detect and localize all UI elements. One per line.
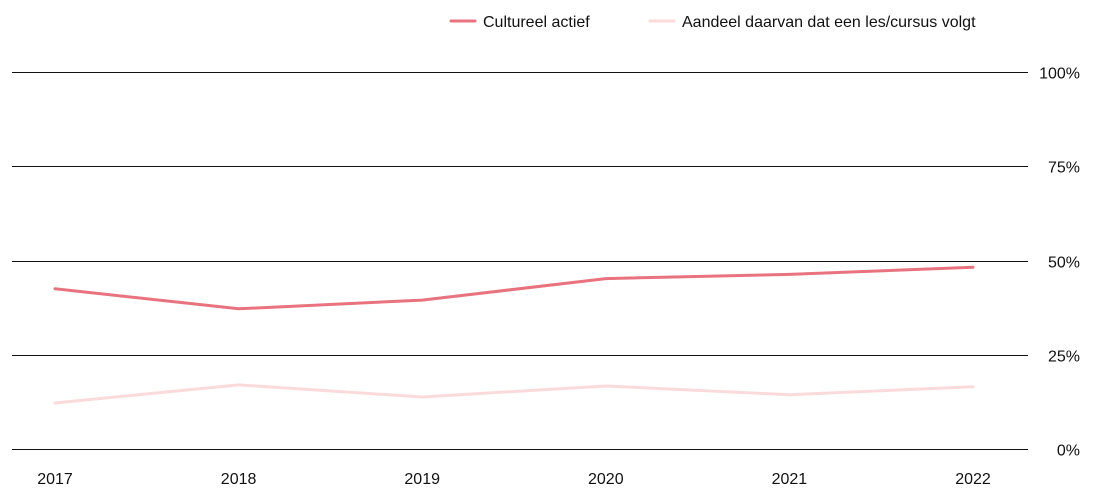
x-tick-label-2020: 2020 [588, 471, 624, 488]
series-line-aandeel-les-cursus [53, 383, 975, 405]
x-tick-label-2022: 2022 [955, 471, 991, 488]
y-tick-label-25: 25% [1048, 349, 1080, 366]
y-axis: 0% 25% 50% 75% 100% [1039, 66, 1080, 460]
y-tick-label-100: 100% [1039, 66, 1080, 83]
series-line-cultureel-actief [53, 265, 975, 311]
y-tick-label-0: 0% [1057, 443, 1080, 460]
x-axis: 2017 2018 2019 2020 2021 2022 [37, 471, 991, 488]
x-tick-label-2019: 2019 [404, 471, 440, 488]
x-tick-label-2017: 2017 [37, 471, 73, 488]
x-tick-label-2018: 2018 [221, 471, 257, 488]
legend-label-aandeel-les-cursus: Aandeel daarvan dat een les/cursus volgt [682, 14, 976, 31]
x-tick-label-2021: 2021 [772, 471, 808, 488]
series-layer [53, 265, 975, 405]
legend-label-cultureel-actief: Cultureel actief [483, 14, 590, 31]
y-tick-label-75: 75% [1048, 160, 1080, 177]
legend: Cultureel actief Aandeel daarvan dat een… [449, 14, 976, 31]
grid-layer [12, 72, 1028, 450]
y-tick-label-50: 50% [1048, 255, 1080, 272]
